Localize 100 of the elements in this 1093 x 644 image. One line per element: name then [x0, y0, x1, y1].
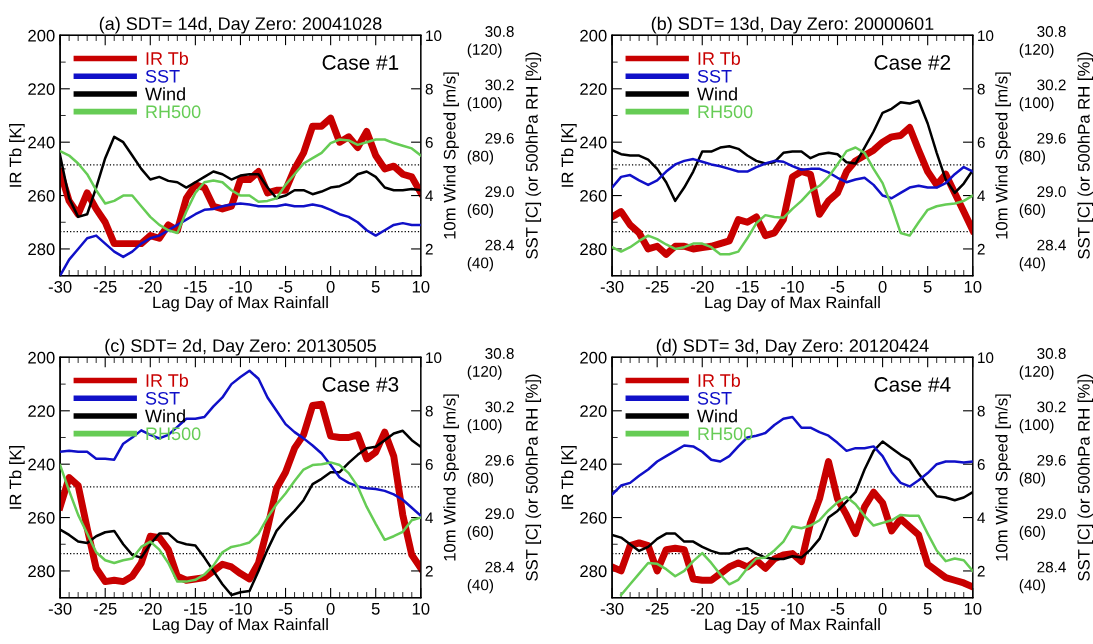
y-tick-label: 200	[580, 29, 607, 42]
text: (60)	[467, 525, 494, 540]
text: (100)	[467, 96, 502, 112]
y2-axis-title: 10m Wind Speed [m/s]	[995, 72, 1011, 239]
y-tick-label: 220	[580, 83, 607, 95]
y2-tick-label: 4	[977, 190, 985, 202]
x-tick-label: 0	[326, 280, 335, 293]
y2-tick-label: 8	[977, 83, 985, 95]
y-tick-label: 240	[580, 136, 607, 149]
text: (120)	[467, 43, 502, 58]
x-tick-label: -25	[645, 602, 669, 615]
text: (40)	[467, 579, 494, 594]
y3-axis-title: SST [C] (or 500hPa RH [%])	[1077, 374, 1093, 581]
text: (80)	[467, 472, 494, 487]
y3-tick-label: 30.8	[485, 26, 514, 37]
y3-tick-label: 28.4	[485, 239, 514, 251]
y-tick-label: 280	[580, 565, 607, 578]
y3-axis-title: SST [C] (or 500hPa RH [%])	[1077, 52, 1093, 259]
text: (80)	[467, 150, 494, 165]
y-axis-title: IR Tb [K]	[561, 123, 577, 187]
legend-label: IR Tb	[698, 51, 741, 65]
y2-tick-label: 6	[425, 137, 433, 148]
y2-tick-label: 10	[426, 30, 442, 42]
y3-tick-label: 30.2	[1037, 79, 1066, 91]
y3-axis-title: SST [C] (or 500hPa RH [%])	[525, 52, 542, 259]
text: (120)	[467, 365, 502, 380]
x-tick-label: -30	[48, 280, 72, 293]
y3-tick-label: 29.0	[485, 508, 514, 520]
chart-title: (b) SDT= 13d, Day Zero: 20000601	[651, 16, 934, 34]
legend-label: Wind	[697, 409, 737, 423]
x-tick-label: -30	[600, 280, 624, 293]
y3-tick-label: 30.8	[485, 348, 514, 359]
x-tick-label: -15	[736, 603, 759, 615]
x-tick-label: -30	[600, 602, 624, 615]
y2-tick-label: 10	[978, 352, 994, 364]
x-tick-label: 0	[878, 280, 887, 293]
x-tick-label: 10	[412, 280, 430, 293]
y-tick-label: 260	[580, 189, 607, 202]
annotation: Case #4	[874, 377, 951, 392]
x-tick-label: -20	[138, 280, 162, 293]
text: (40)	[1019, 257, 1045, 272]
legend-label: IR Tb	[698, 373, 741, 387]
y-tick-label: 240	[28, 136, 55, 149]
y-tick-label: 280	[28, 243, 55, 256]
chart-title: (d) SDT= 3d, Day Zero: 20120424	[656, 338, 929, 356]
x-tick-label: 5	[923, 281, 932, 293]
text: (100)	[1019, 96, 1054, 112]
y2-tick-label: 6	[425, 459, 433, 470]
x-tick-label: 5	[923, 603, 932, 615]
y-tick-label: 200	[28, 29, 55, 42]
legend-label: Wind	[145, 87, 185, 101]
y3-tick-label: 28.4	[1037, 239, 1066, 251]
y3-tick-label: 30.8	[1037, 348, 1066, 359]
y2-tick-label: 10	[426, 352, 442, 364]
y-tick-label: 200	[580, 351, 607, 364]
x-tick-label: -30	[48, 602, 72, 615]
y3-tick-label: 29.0	[1037, 508, 1066, 520]
y-tick-label: 240	[580, 458, 607, 471]
y2-axis-title: 10m Wind Speed [m/s]	[995, 394, 1011, 561]
x-tick-label: -15	[184, 281, 207, 293]
y3-tick-label: 29.0	[1037, 186, 1066, 198]
y-tick-label: 260	[28, 511, 55, 524]
legend-label: SST	[697, 391, 732, 405]
y2-tick-label: 6	[977, 459, 985, 470]
y2-tick-label: 8	[977, 405, 985, 417]
chart-title: (a) SDT= 14d, Day Zero: 20041028	[99, 16, 382, 34]
x-tick-label: -15	[736, 281, 759, 293]
x-tick-label: -5	[278, 281, 293, 293]
x-tick-label: 10	[964, 602, 982, 615]
y3-tick-label: 30.2	[485, 79, 514, 91]
y-axis-title: IR Tb [K]	[9, 123, 25, 187]
text: (60)	[1019, 525, 1045, 540]
y2-tick-label: 2	[977, 565, 985, 577]
chart-title: (c) SDT= 2d, Day Zero: 20130505	[105, 338, 376, 356]
y-tick-label: 200	[28, 351, 55, 364]
y-axis-title: IR Tb [K]	[9, 445, 25, 509]
text: (120)	[1019, 365, 1054, 380]
line-series	[60, 461, 421, 583]
legend-label: IR Tb	[146, 373, 189, 387]
y-tick-label: 240	[28, 458, 55, 471]
x-axis-title: Lag Day of Max Rainfall	[705, 296, 880, 312]
legend-label: RH500	[698, 427, 753, 441]
y-axis-title: IR Tb [K]	[561, 445, 577, 509]
x-tick-label: -20	[690, 280, 714, 293]
text: (80)	[1019, 472, 1045, 487]
x-tick-label: -5	[830, 603, 845, 615]
y3-tick-label: 30.2	[485, 401, 514, 413]
x-tick-label: 10	[412, 602, 430, 615]
y3-tick-label: 29.0	[485, 186, 514, 198]
text: (60)	[1019, 203, 1045, 218]
y2-tick-label: 2	[425, 565, 433, 577]
x-tick-label: -20	[690, 602, 714, 615]
y-tick-label: 220	[28, 405, 55, 417]
x-tick-label: 5	[371, 281, 380, 293]
annotation: Case #1	[322, 55, 399, 70]
y3-tick-label: 29.6	[1037, 454, 1066, 466]
annotation: Case #2	[874, 55, 951, 70]
y2-tick-label: 2	[977, 243, 985, 255]
legend-label: RH500	[146, 105, 201, 119]
x-tick-label: -10	[229, 602, 252, 615]
